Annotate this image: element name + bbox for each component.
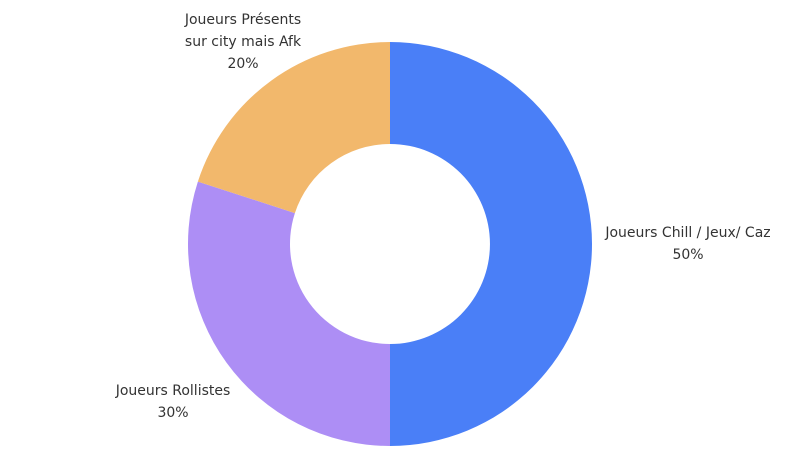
slice-value: 20% — [227, 56, 259, 72]
donut-slice — [197, 42, 390, 214]
slice-value: 50% — [672, 247, 704, 263]
slice-label: Joueurs Présents sur city mais Afk 20% — [173, 9, 313, 75]
donut-slice — [390, 42, 592, 446]
slice-name: Joueurs Présents sur city mais Afk — [184, 12, 302, 50]
donut-slice — [187, 181, 390, 447]
slice-value: 30% — [157, 405, 189, 421]
slice-name: Joueurs Chill / Jeux/ Caz — [605, 225, 771, 241]
slice-label: Joueurs Rollistes 30% — [93, 380, 253, 424]
slice-label: Joueurs Chill / Jeux/ Caz 50% — [593, 222, 783, 266]
slice-name: Joueurs Rollistes — [115, 383, 231, 399]
